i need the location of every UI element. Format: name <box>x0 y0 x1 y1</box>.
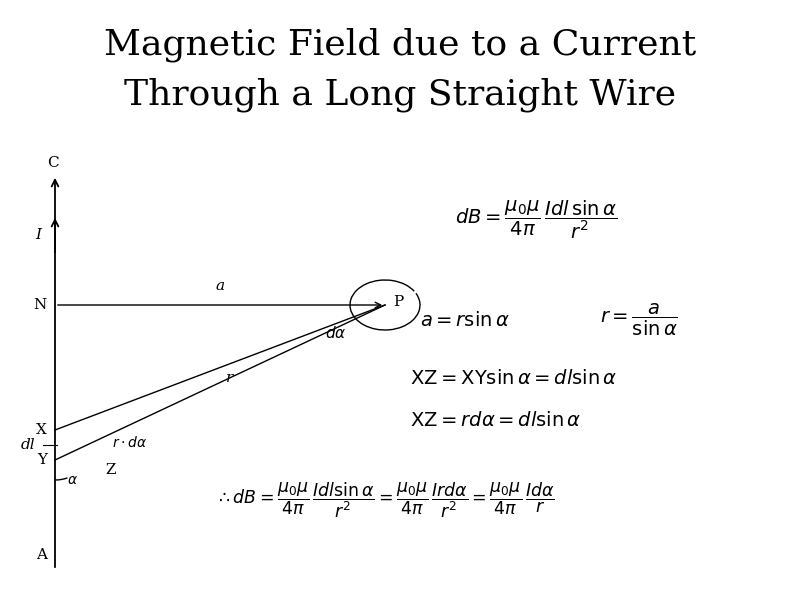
Text: $\therefore dB = \dfrac{\mu_0\mu}{4\pi} \, \dfrac{Idl\sin\alpha}{r^2} = \dfrac{\: $\therefore dB = \dfrac{\mu_0\mu}{4\pi} … <box>215 480 554 520</box>
Text: A: A <box>36 548 47 562</box>
Text: I: I <box>35 228 41 242</box>
Text: Magnetic Field due to a Current: Magnetic Field due to a Current <box>104 28 696 62</box>
Text: Y: Y <box>37 453 47 467</box>
Text: $dB = \dfrac{\mu_0\mu}{4\pi} \, \dfrac{Idl\,\sin\alpha}{r^2}$: $dB = \dfrac{\mu_0\mu}{4\pi} \, \dfrac{I… <box>455 199 617 241</box>
Text: X: X <box>36 423 47 437</box>
Text: P: P <box>393 295 403 309</box>
Text: Through a Long Straight Wire: Through a Long Straight Wire <box>124 78 676 112</box>
Text: $\mathrm{XZ = XY}\sin\alpha = dl\sin\alpha$: $\mathrm{XZ = XY}\sin\alpha = dl\sin\alp… <box>410 368 618 388</box>
Text: $r = \dfrac{a}{\sin\alpha}$: $r = \dfrac{a}{\sin\alpha}$ <box>600 302 678 338</box>
Text: $\alpha$: $\alpha$ <box>67 473 78 487</box>
Text: a: a <box>215 279 225 293</box>
Text: N: N <box>34 298 47 312</box>
Text: r: r <box>226 370 234 385</box>
Text: $a = r\sin\alpha$: $a = r\sin\alpha$ <box>420 311 510 329</box>
Text: $\mathrm{XZ} = rd\alpha = dl\sin\alpha$: $\mathrm{XZ} = rd\alpha = dl\sin\alpha$ <box>410 410 582 430</box>
Text: $r \cdot d\alpha$: $r \cdot d\alpha$ <box>112 435 147 450</box>
Text: dl: dl <box>20 438 35 452</box>
Text: $d\alpha$: $d\alpha$ <box>325 325 346 341</box>
Text: Z: Z <box>105 463 115 477</box>
Text: C: C <box>47 156 59 170</box>
